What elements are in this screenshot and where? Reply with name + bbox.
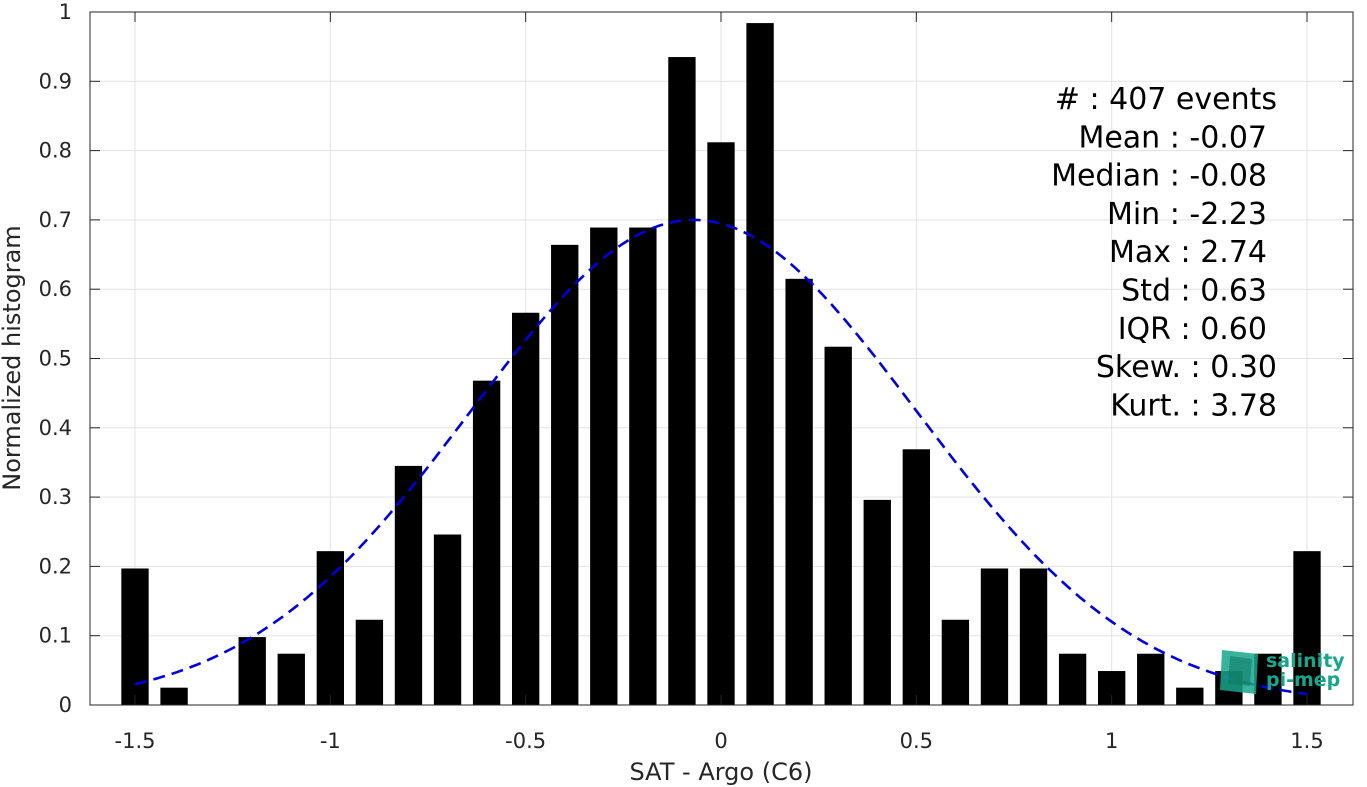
stat-median: Median : -0.08	[1051, 159, 1267, 194]
histogram-bar	[941, 619, 970, 705]
logo-icon-shade	[1228, 656, 1252, 686]
y-tick-label: 0.1	[39, 624, 72, 648]
gaussian-fit-curve	[134, 218, 1308, 696]
histogram-bar	[902, 449, 931, 705]
stat-skew: Skew. : 0.30	[1096, 350, 1277, 385]
histogram-bar	[1254, 653, 1282, 705]
y-tick-label: 0	[59, 693, 72, 717]
y-tick-label: 0.7	[39, 208, 72, 232]
y-tick-label: 0.8	[39, 139, 72, 163]
histogram-bar	[1176, 687, 1204, 705]
logo-line1: salinity	[1266, 650, 1345, 672]
x-axis-label: SAT - Argo (C6)	[630, 758, 813, 786]
y-tick-label: 0.3	[39, 485, 72, 509]
histogram-bar	[277, 653, 305, 705]
stat-kurt: Kurt. : 3.78	[1110, 388, 1277, 423]
axis-ticks: -1.5 -1 -0.5 0 0.5 1 1.5 0 0.1 0.2 0.3 0.4 0.5 0.6 0.7…	[39, 0, 1353, 753]
x-tick-label: 0.5	[900, 729, 933, 753]
histogram-bar	[668, 57, 696, 706]
y-tick-label: 0.2	[39, 554, 72, 578]
x-tick-label: -1	[320, 729, 341, 753]
histogram-bar	[785, 278, 813, 705]
x-tick-label: 1.5	[1290, 729, 1323, 753]
y-axis-label: Normalized histogram	[0, 225, 26, 490]
histogram-bar	[316, 551, 345, 705]
y-tick-label: 0.6	[39, 277, 72, 301]
stat-std: Std : 0.63	[1121, 274, 1267, 309]
histogram-bar	[629, 227, 657, 705]
y-tick-label: 0.9	[39, 69, 72, 93]
histogram-bar	[980, 568, 1009, 705]
x-tick-label: 0	[714, 729, 727, 753]
y-tick-label: 1	[59, 0, 72, 24]
histogram-bar	[394, 465, 423, 705]
stat-iqr: IQR : 0.60	[1118, 312, 1267, 347]
bars	[121, 23, 1321, 706]
histogram-bar	[1019, 568, 1048, 705]
histogram-bar	[551, 244, 579, 705]
histogram-bar	[590, 227, 618, 705]
x-tick-label: -0.5	[505, 729, 546, 753]
logo-line2: pi-mep	[1266, 669, 1340, 691]
histogram-bar	[160, 687, 188, 705]
stat-mean: Mean : -0.07	[1078, 120, 1267, 155]
histogram-bar	[355, 619, 384, 705]
histogram-bar	[511, 312, 540, 705]
y-tick-label: 0.5	[39, 347, 72, 371]
stat-count: # : 407 events	[1055, 82, 1277, 117]
histogram-bar	[433, 534, 462, 705]
histogram-bar	[863, 499, 891, 705]
histogram-bar	[1058, 653, 1087, 705]
histogram-bar	[1137, 653, 1165, 705]
histogram-bar	[121, 568, 149, 705]
y-tick-label: 0.4	[39, 416, 72, 440]
histogram-bar	[824, 346, 852, 705]
x-tick-label: -1.5	[115, 729, 156, 753]
x-tick-label: 1	[1105, 729, 1118, 753]
histogram-bar	[238, 637, 266, 705]
gaussian-fit-layer	[134, 218, 1308, 696]
histogram-bar	[472, 380, 501, 705]
stat-max: Max : 2.74	[1109, 235, 1267, 270]
histogram-bar	[746, 23, 774, 705]
histogram-bar	[707, 142, 735, 705]
salinity-pimep-logo: salinity pi-mep	[1220, 650, 1345, 694]
stat-min: Min : -2.23	[1107, 197, 1267, 232]
histogram-bar	[1293, 551, 1321, 705]
